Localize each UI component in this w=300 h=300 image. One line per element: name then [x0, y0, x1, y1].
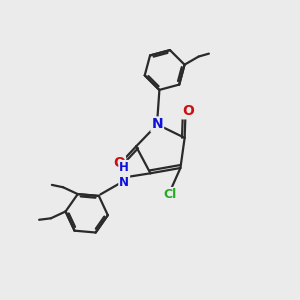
Text: N: N	[152, 118, 163, 131]
Text: Cl: Cl	[164, 188, 177, 201]
Text: H
N: H N	[119, 161, 129, 189]
Text: O: O	[182, 104, 194, 118]
Text: O: O	[113, 156, 125, 170]
